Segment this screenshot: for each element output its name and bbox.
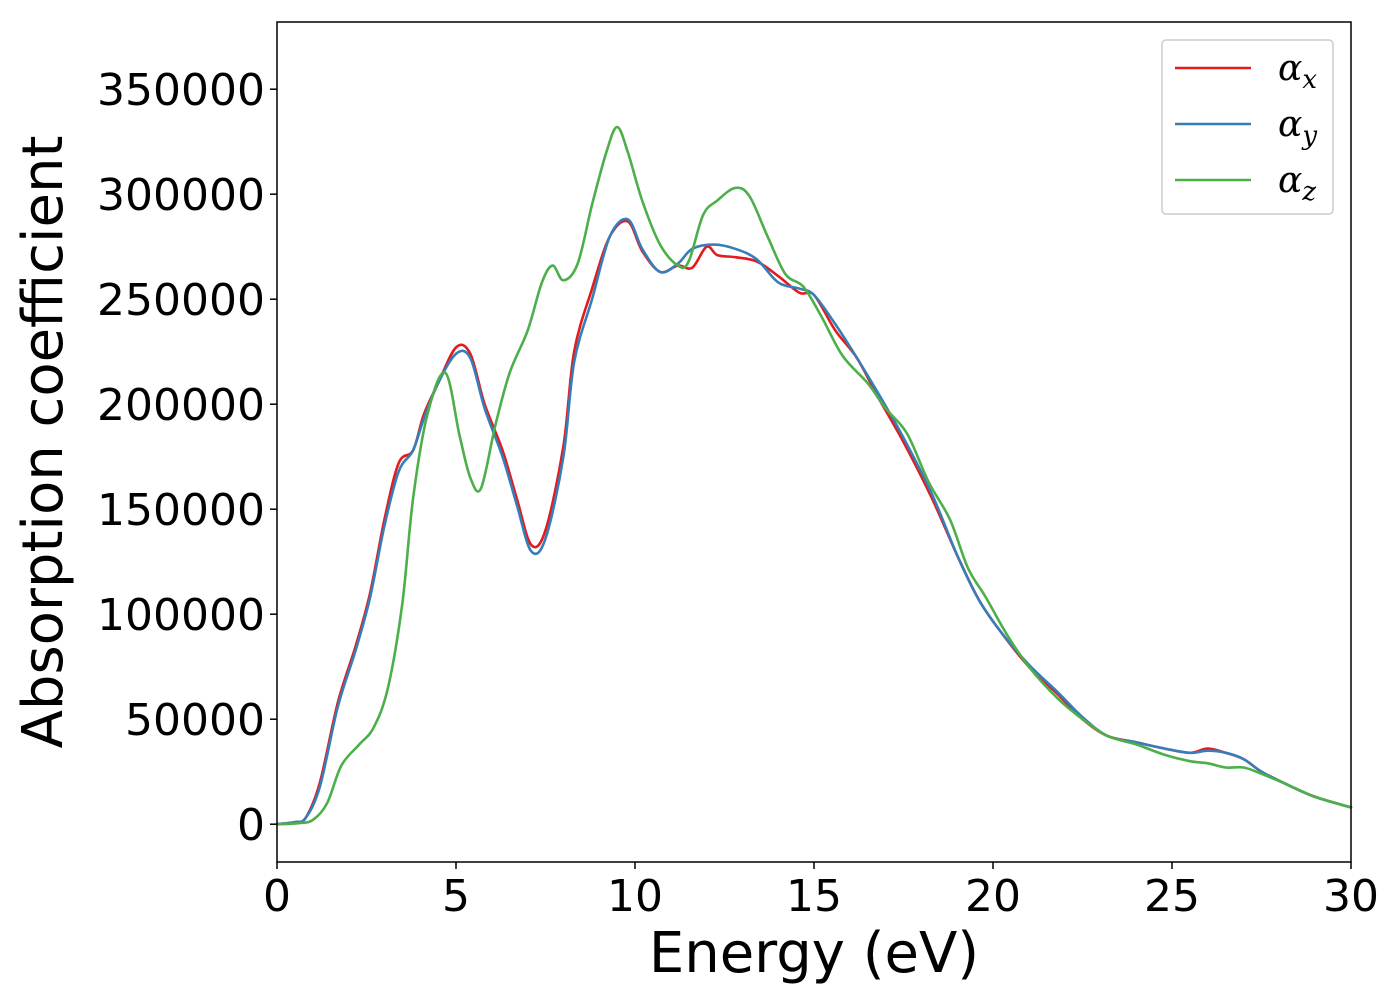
x-tick-label: 10 bbox=[607, 871, 663, 922]
x-tick-label: 25 bbox=[1144, 871, 1200, 922]
y-axis-label: Absorption coefficient bbox=[11, 136, 76, 749]
series-layer bbox=[275, 125, 1353, 826]
legend-label-x: αx bbox=[1278, 48, 1317, 95]
y-axis: 0 50000 100000 150000 200000 250000 300000 3500… bbox=[97, 65, 277, 851]
y-tick-label: 200000 bbox=[97, 380, 265, 431]
series-line-x bbox=[275, 219, 1353, 826]
x-tick-label: 5 bbox=[442, 871, 470, 922]
legend-box bbox=[1161, 39, 1334, 215]
y-tick-label: 100000 bbox=[97, 590, 265, 641]
legend-label-y: αy bbox=[1278, 104, 1317, 151]
x-tick-label: 20 bbox=[965, 871, 1021, 922]
x-axis-label: Energy (eV) bbox=[649, 921, 979, 986]
y-tick-label: 300000 bbox=[97, 170, 265, 221]
series-line-z bbox=[275, 125, 1353, 826]
y-tick-label: 50000 bbox=[125, 695, 265, 746]
x-tick-label: 0 bbox=[263, 871, 291, 922]
x-tick-label: 15 bbox=[786, 871, 842, 922]
y-tick-label: 0 bbox=[237, 800, 265, 851]
y-tick-label: 150000 bbox=[97, 485, 265, 536]
x-tick-label: 30 bbox=[1323, 871, 1379, 922]
y-tick-label: 350000 bbox=[97, 65, 265, 116]
x-axis: 0 5 10 15 20 25 30 bbox=[263, 862, 1379, 922]
series-line-y bbox=[275, 217, 1353, 826]
y-tick-label: 250000 bbox=[97, 275, 265, 326]
